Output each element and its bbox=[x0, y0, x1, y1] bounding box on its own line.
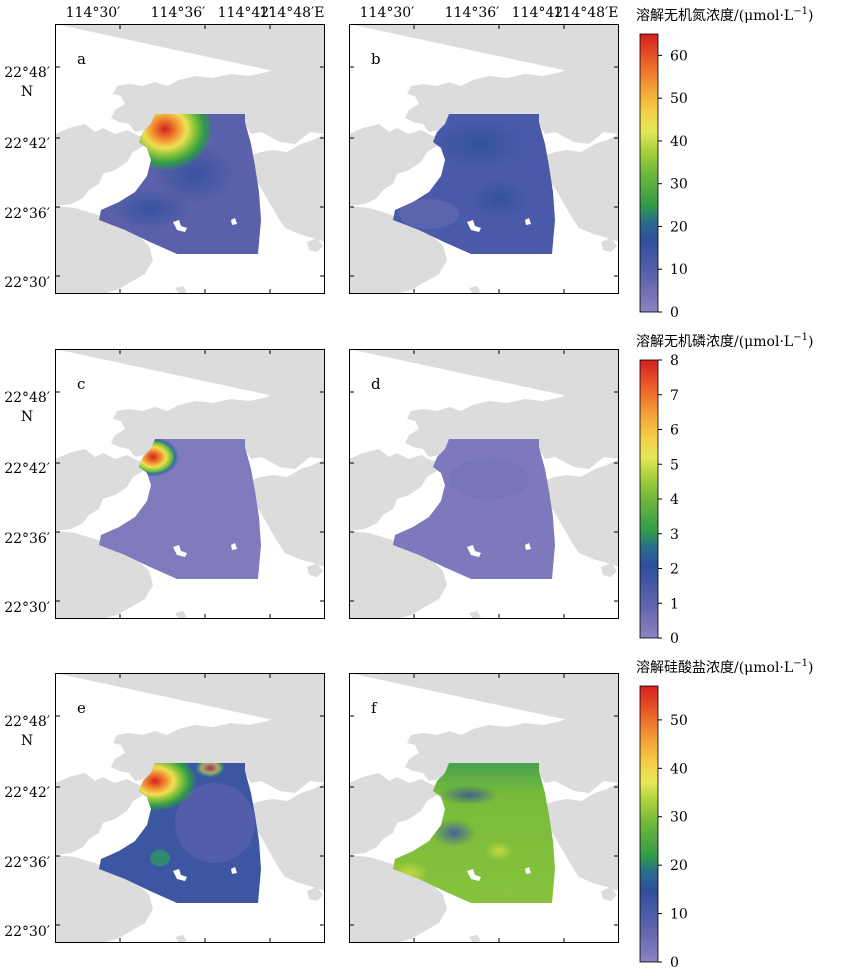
lat-tick-label: 22°36′ bbox=[4, 206, 50, 222]
colorbar-title: 溶解硅酸盐浓度/(μmol·L−1) bbox=[636, 658, 813, 676]
colorbar-title: 溶解无机氮浓度/(μmol·L−1) bbox=[636, 6, 813, 24]
lat-tick-label: 22°30′ bbox=[4, 924, 50, 940]
colorbar-tick-label: 30 bbox=[670, 177, 688, 193]
panel-label-b: b bbox=[371, 50, 381, 68]
colorbar-1: 溶解无机氮浓度/(μmol·L−1) 60 50 40 30 20 10 0 bbox=[636, 6, 813, 321]
colorbar-2: 溶解无机磷浓度/(μmol·L−1) 8 7 6 5 4 3 2 1 0 bbox=[636, 332, 813, 647]
colorbar-tick-label: 7 bbox=[670, 388, 679, 404]
map-panel-d: d bbox=[349, 349, 619, 619]
lat-tick-label: 22°42′ bbox=[4, 785, 50, 801]
colorbar-tick-label: 5 bbox=[670, 457, 679, 473]
lat-tick-label: 22°36′ bbox=[4, 531, 50, 547]
lon-tick-label: 114°36′ bbox=[445, 5, 500, 21]
colorbar-3: 溶解硅酸盐浓度/(μmol·L−1) 50 40 30 20 10 0 bbox=[636, 658, 813, 971]
panel-frame bbox=[55, 349, 325, 619]
colorbar-gradient bbox=[639, 359, 659, 639]
map-panel-e: e bbox=[55, 673, 325, 943]
lat-tick-label: 22°30′ bbox=[4, 275, 50, 291]
lat-tick-label: 22°42′ bbox=[4, 136, 50, 152]
panel-label-d: d bbox=[371, 375, 381, 393]
lat-tick-label: 22°30′ bbox=[4, 600, 50, 616]
north-label: N bbox=[21, 409, 33, 425]
colorbar-tick-label: 20 bbox=[670, 219, 688, 235]
map-panel-b: b bbox=[349, 24, 619, 294]
panel-frame bbox=[349, 24, 619, 294]
lon-tick-label: 114°48′E bbox=[260, 5, 325, 21]
lat-tick-label: 22°36′ bbox=[4, 855, 50, 871]
axes-layer: 114°30′ 114°36′ 114°42′114°48′E 114°30′ 114°… bbox=[4, 5, 618, 940]
map-panel-f: f bbox=[349, 673, 619, 943]
panel-frame bbox=[349, 349, 619, 619]
lon-tick-label: 114°48′E bbox=[554, 5, 619, 21]
colorbar-tick-label: 40 bbox=[670, 761, 688, 777]
lon-tick-label: 114°42′ bbox=[512, 5, 567, 21]
panels-layer: a b c d e f bbox=[55, 24, 619, 943]
colorbar-tick-label: 2 bbox=[670, 562, 679, 578]
colorbar-tick-label: 20 bbox=[670, 858, 688, 874]
colorbar-tick-label: 8 bbox=[670, 353, 679, 369]
colorbar-tick-label: 3 bbox=[670, 527, 679, 543]
lon-tick-label: 114°30′ bbox=[66, 5, 121, 21]
panel-label-c: c bbox=[77, 375, 85, 393]
colorbar-tick-label: 60 bbox=[670, 48, 688, 64]
colorbar-tick-label: 10 bbox=[670, 907, 688, 923]
lat-tick-label: 22°48′ bbox=[4, 390, 50, 406]
north-label: N bbox=[21, 84, 33, 100]
lon-tick-label: 114°42′ bbox=[218, 5, 273, 21]
colorbar-tick-label: 4 bbox=[670, 492, 679, 508]
lon-tick-label: 114°36′ bbox=[151, 5, 206, 21]
colorbar-tick-label: 50 bbox=[670, 91, 688, 107]
lat-tick-label: 22°42′ bbox=[4, 461, 50, 477]
lat-tick-label: 22°48′ bbox=[4, 65, 50, 81]
lat-tick-label: 22°48′ bbox=[4, 714, 50, 730]
colorbar-tick-label: 6 bbox=[670, 423, 679, 439]
map-panel-c: c bbox=[55, 349, 325, 619]
panel-label-a: a bbox=[77, 50, 86, 68]
colorbar-tick-label: 0 bbox=[670, 631, 679, 647]
panel-frame bbox=[55, 673, 325, 943]
colorbar-gradient bbox=[639, 685, 659, 963]
colorbar-tick-label: 0 bbox=[670, 955, 679, 971]
colorbar-layer: 溶解无机氮浓度/(μmol·L−1)6050403020100溶解无机磷浓度/(… bbox=[636, 6, 813, 971]
colorbar-gradient bbox=[639, 33, 659, 313]
colorbar-tick-label: 30 bbox=[670, 810, 688, 826]
panel-frame bbox=[349, 673, 619, 943]
colorbar-tick-label: 40 bbox=[670, 134, 688, 150]
north-label: N bbox=[21, 733, 33, 749]
panel-label-f: f bbox=[371, 699, 378, 717]
panel-label-e: e bbox=[77, 699, 86, 717]
map-panel-a: a bbox=[55, 24, 325, 294]
colorbar-tick-label: 50 bbox=[670, 713, 688, 729]
colorbar-tick-label: 1 bbox=[670, 596, 679, 612]
colorbar-title: 溶解无机磷浓度/(μmol·L−1) bbox=[636, 332, 813, 350]
panel-frame bbox=[55, 24, 325, 294]
colorbar-tick-label: 10 bbox=[670, 262, 688, 278]
colorbar-tick-label: 0 bbox=[670, 305, 679, 321]
lon-tick-label: 114°30′ bbox=[360, 5, 415, 21]
